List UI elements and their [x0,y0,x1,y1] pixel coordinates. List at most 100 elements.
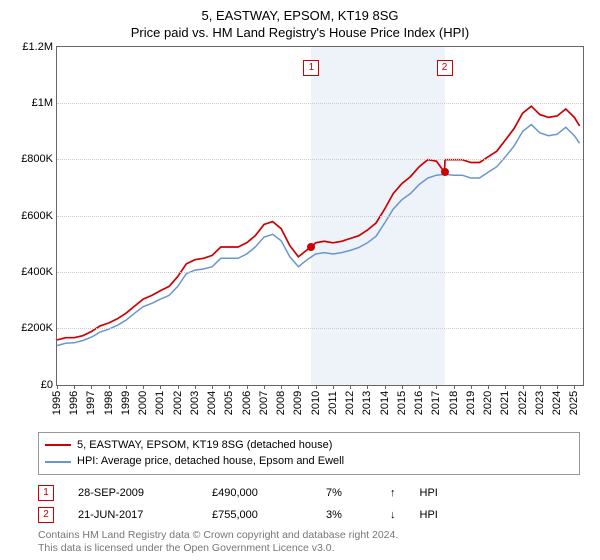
x-tick [505,385,506,389]
legend-label: HPI: Average price, detached house, Epso… [77,453,344,470]
transaction-number-icon: 2 [38,507,54,523]
transactions-table: 128-SEP-2009£490,0007%↑HPI221-JUN-2017£7… [38,485,580,523]
x-tick [333,385,334,389]
x-tick [298,385,299,389]
transaction-price: £755,000 [212,509,302,521]
x-axis-label: 2019 [465,391,477,415]
x-axis-label: 2020 [482,391,494,415]
transaction-note: HPI [420,487,438,499]
x-tick [178,385,179,389]
x-axis-label: 2017 [430,391,442,415]
x-tick [316,385,317,389]
y-axis-label: £1.2M [22,41,53,53]
x-axis-label: 2008 [275,391,287,415]
chart-title: 5, EASTWAY, EPSOM, KT19 8SG [10,8,590,25]
transaction-date: 21-JUN-2017 [78,509,188,521]
x-tick [540,385,541,389]
x-tick [281,385,282,389]
x-axis-label: 2018 [448,391,460,415]
gridline [57,159,583,160]
x-tick [402,385,403,389]
x-tick [367,385,368,389]
x-tick [247,385,248,389]
chart-legend: 5, EASTWAY, EPSOM, KT19 8SG (detached ho… [38,432,580,475]
x-tick [91,385,92,389]
transaction-row: 221-JUN-2017£755,0003%↓HPI [38,507,580,523]
x-axis-label: 2000 [137,391,149,415]
x-axis-label: 2002 [172,391,184,415]
x-axis-label: 2025 [568,391,580,415]
x-axis-label: 1995 [51,391,63,415]
chart-plot-area: £0£200K£400K£600K£800K£1M£1.2M1995199619… [56,46,584,386]
transaction-marker-dot [307,243,315,251]
x-tick [385,385,386,389]
transaction-price: £490,000 [212,487,302,499]
transaction-number-icon: 1 [38,485,54,501]
transaction-date: 28-SEP-2009 [78,487,188,499]
series-price_paid [57,106,580,340]
x-tick [471,385,472,389]
x-tick [557,385,558,389]
x-tick [57,385,58,389]
x-axis-label: 2003 [189,391,201,415]
x-axis-label: 2005 [223,391,235,415]
y-axis-label: £600K [21,210,53,222]
x-tick [195,385,196,389]
transaction-row: 128-SEP-2009£490,0007%↑HPI [38,485,580,501]
x-axis-label: 1997 [85,391,97,415]
x-axis-label: 2015 [396,391,408,415]
y-axis-label: £0 [41,379,53,391]
y-axis-label: £800K [21,153,53,165]
x-tick [419,385,420,389]
x-axis-label: 2012 [344,391,356,415]
y-axis-label: £1M [32,97,53,109]
x-axis-label: 2007 [258,391,270,415]
legend-swatch [45,461,71,463]
x-tick [229,385,230,389]
series-hpi [57,124,580,345]
x-tick [488,385,489,389]
x-tick [436,385,437,389]
x-axis-label: 2024 [551,391,563,415]
x-tick [160,385,161,389]
chart-subtitle: Price paid vs. HM Land Registry's House … [10,25,590,42]
x-axis-label: 2013 [361,391,373,415]
x-tick [574,385,575,389]
transaction-marker-label: 1 [303,60,319,76]
x-axis-label: 2009 [292,391,304,415]
x-tick [143,385,144,389]
x-axis-label: 2004 [206,391,218,415]
transaction-arrow-icon: ↓ [390,509,396,521]
legend-swatch [45,444,71,446]
transaction-arrow-icon: ↑ [390,487,396,499]
x-axis-label: 2021 [499,391,511,415]
x-axis-label: 2006 [241,391,253,415]
x-tick [212,385,213,389]
footer-line: This data is licensed under the Open Gov… [38,542,580,556]
legend-item: 5, EASTWAY, EPSOM, KT19 8SG (detached ho… [45,437,573,454]
x-axis-label: 1999 [120,391,132,415]
x-axis-label: 2023 [534,391,546,415]
legend-label: 5, EASTWAY, EPSOM, KT19 8SG (detached ho… [77,437,332,454]
gridline [57,216,583,217]
x-tick [109,385,110,389]
x-tick [350,385,351,389]
x-axis-label: 2014 [379,391,391,415]
legend-item: HPI: Average price, detached house, Epso… [45,453,573,470]
transaction-marker-label: 2 [437,60,453,76]
y-axis-label: £400K [21,266,53,278]
x-axis-label: 2022 [517,391,529,415]
attribution-footer: Contains HM Land Registry data © Crown c… [38,529,580,556]
transaction-pct: 3% [326,509,366,521]
x-axis-label: 2001 [154,391,166,415]
gridline [57,103,583,104]
x-tick [74,385,75,389]
x-axis-label: 1998 [103,391,115,415]
gridline [57,328,583,329]
x-tick [454,385,455,389]
x-tick [126,385,127,389]
x-axis-label: 2011 [327,391,339,415]
x-tick [523,385,524,389]
x-axis-label: 1996 [68,391,80,415]
gridline [57,272,583,273]
